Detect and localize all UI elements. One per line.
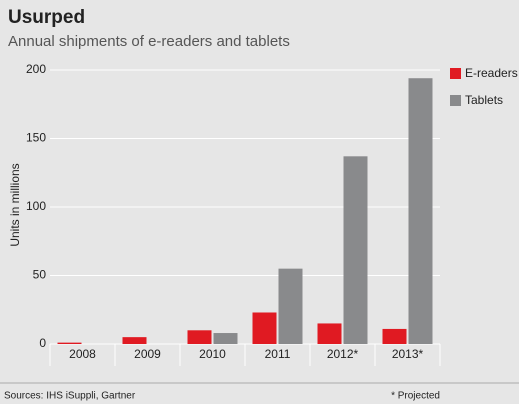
chart-subtitle: Annual shipments of e-readers and tablet… (8, 33, 290, 50)
chart-title: Usurped (8, 7, 85, 28)
y-tick-label: 200 (26, 62, 46, 76)
bar (408, 78, 433, 344)
y-tick-label: 150 (26, 131, 46, 145)
note: * Projected (391, 391, 440, 402)
bar (343, 156, 368, 344)
bar (278, 268, 303, 344)
x-tick-label: 2009 (134, 347, 161, 361)
bar (187, 330, 212, 344)
legend-label: Tablets (465, 93, 503, 107)
x-tick-label: 2008 (69, 347, 96, 361)
bar (317, 323, 342, 344)
bar (122, 337, 147, 344)
legend-swatch (450, 68, 461, 79)
x-tick-label: 2013* (392, 347, 424, 361)
bar (382, 328, 407, 344)
x-tick-label: 2012* (327, 347, 359, 361)
y-tick-label: 100 (26, 199, 46, 213)
x-tick-label: 2010 (199, 347, 226, 361)
bar (213, 333, 238, 344)
bar (57, 342, 82, 344)
y-axis-label: Units in millions (8, 163, 22, 246)
x-tick-label: 2011 (265, 347, 291, 361)
y-tick-label: 50 (33, 268, 47, 282)
legend-swatch (450, 95, 461, 106)
legend-label: E-readers (465, 66, 518, 80)
source: Sources: IHS iSuppli, Gartner (4, 391, 136, 402)
y-tick-label: 0 (39, 336, 46, 350)
bar (252, 312, 277, 344)
